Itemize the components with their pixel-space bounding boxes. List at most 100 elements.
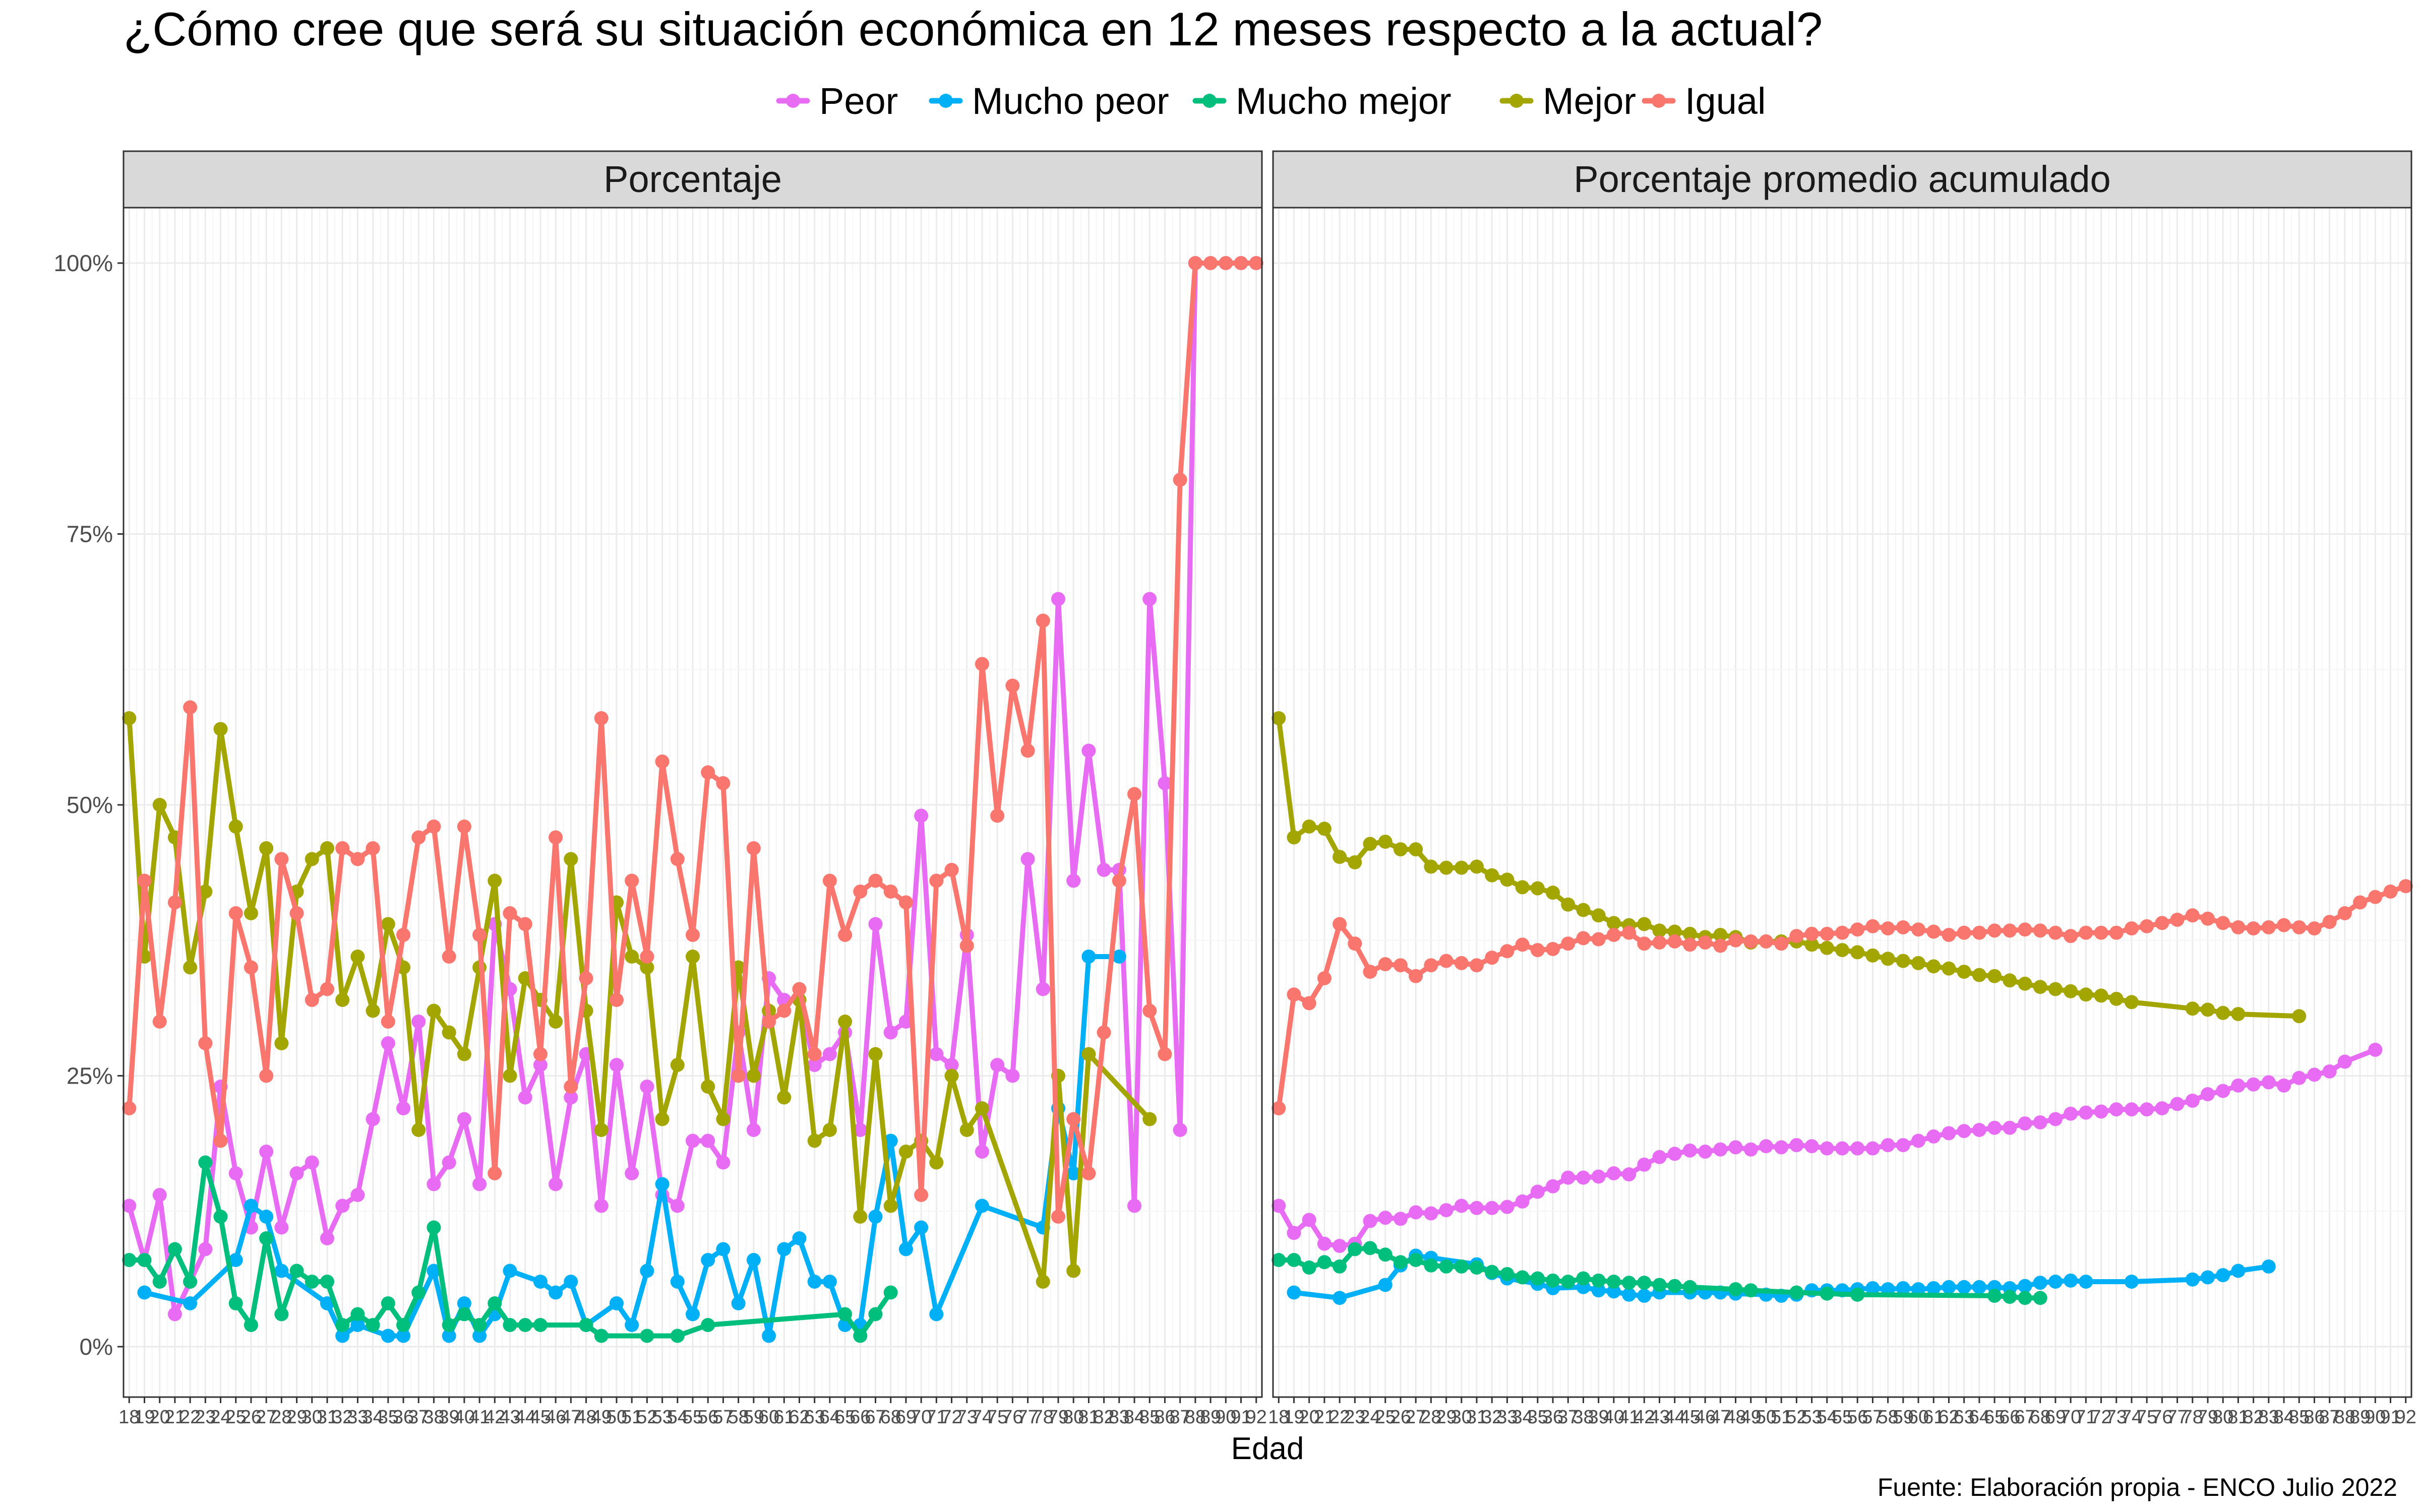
- data-point-igual: [396, 928, 411, 942]
- data-point-mucho-peor: [137, 1285, 152, 1300]
- data-point-peor: [807, 1058, 822, 1072]
- x-tick-label: 74: [2121, 1407, 2142, 1428]
- data-point-peor: [2216, 1084, 2230, 1098]
- data-point-igual: [1317, 971, 1332, 985]
- data-point-igual: [2398, 879, 2413, 894]
- data-point-mejor: [1942, 961, 1956, 976]
- data-point-mejor: [1393, 842, 1408, 857]
- x-tick-label: 40: [454, 1407, 475, 1428]
- x-tick-label: 28: [1420, 1407, 1441, 1428]
- data-point-igual: [1804, 926, 1819, 941]
- data-point-peor: [2261, 1075, 2276, 1090]
- x-tick-label: 91: [2380, 1407, 2401, 1428]
- data-point-mejor: [259, 841, 274, 855]
- data-point-mejor: [1682, 926, 1697, 941]
- data-point-igual: [1051, 1210, 1066, 1224]
- data-point-mejor: [2018, 976, 2032, 991]
- data-point-peor: [1485, 1201, 1499, 1215]
- data-point-mucho-peor: [1972, 1280, 1986, 1294]
- x-tick-label: 63: [1954, 1407, 1975, 1428]
- x-tick-label: 56: [697, 1407, 718, 1428]
- data-point-igual: [1957, 925, 1971, 940]
- data-point-igual: [2246, 921, 2261, 936]
- x-tick-label: 77: [2166, 1407, 2188, 1428]
- x-tick-label: 19: [1283, 1407, 1304, 1428]
- data-point-igual: [1515, 937, 1530, 952]
- data-point-peor: [1850, 1141, 1865, 1156]
- data-point-igual: [1393, 958, 1408, 973]
- data-point-mucho-mejor: [137, 1253, 152, 1267]
- y-tick-label: 100%: [53, 250, 113, 276]
- data-point-mejor: [305, 852, 319, 866]
- legend-label: Mucho peor: [972, 80, 1169, 122]
- data-point-mucho-peor: [2064, 1273, 2078, 1288]
- data-point-mejor: [1881, 952, 1895, 966]
- data-point-mejor: [2048, 982, 2063, 996]
- data-point-mucho-peor: [731, 1296, 746, 1310]
- data-point-peor: [883, 1025, 898, 1040]
- x-tick-label: 82: [2243, 1407, 2264, 1428]
- data-point-peor: [1942, 1126, 1956, 1141]
- data-point-mucho-mejor: [381, 1296, 395, 1310]
- data-point-mejor: [1066, 1264, 1081, 1278]
- data-point-peor: [411, 1015, 426, 1029]
- data-point-mucho-peor: [868, 1210, 883, 1224]
- data-point-igual: [2155, 916, 2169, 930]
- data-point-peor: [1317, 1236, 1332, 1251]
- data-point-igual: [640, 950, 654, 964]
- data-point-peor: [1546, 1179, 1560, 1193]
- data-point-peor: [1530, 1184, 1545, 1199]
- data-point-igual: [1219, 256, 1233, 270]
- data-point-mucho-mejor: [594, 1329, 609, 1343]
- data-point-peor: [2185, 1093, 2200, 1108]
- data-point-igual: [1987, 923, 2002, 938]
- data-point-igual: [594, 711, 609, 725]
- data-point-igual: [2277, 918, 2291, 932]
- legend-label: Peor: [819, 80, 898, 122]
- data-point-mucho-peor: [2201, 1270, 2215, 1285]
- data-point-peor: [1036, 982, 1050, 996]
- data-point-igual: [2140, 919, 2154, 933]
- x-tick-label: 53: [1801, 1407, 1822, 1428]
- data-point-mucho-mejor: [533, 1318, 548, 1332]
- data-point-mucho-peor: [1081, 950, 1096, 964]
- x-tick-label: 66: [1999, 1407, 2020, 1428]
- data-point-igual: [305, 993, 319, 1007]
- x-tick-label: 88: [1185, 1407, 1206, 1428]
- legend-item-mucho-mejor: Mucho mejor: [1192, 80, 1451, 122]
- data-point-mejor: [655, 1112, 670, 1126]
- x-tick-label: 80: [1063, 1407, 1084, 1428]
- series-line-mejor: [127, 716, 1153, 1284]
- data-point-mucho-mejor: [1287, 1253, 1301, 1267]
- data-point-peor: [1667, 1147, 1682, 1161]
- x-tick-label: 43: [1649, 1407, 1670, 1428]
- data-point-peor: [1698, 1145, 1713, 1159]
- x-tick-label: 53: [651, 1407, 673, 1428]
- data-point-igual: [716, 776, 731, 790]
- x-tick-label: 49: [1740, 1407, 1762, 1428]
- data-point-igual: [366, 841, 380, 855]
- data-point-mucho-peor: [1591, 1283, 1606, 1298]
- data-point-peor: [1158, 776, 1172, 790]
- x-tick-label: 41: [469, 1407, 490, 1428]
- data-point-peor: [1097, 863, 1111, 877]
- x-tick-label: 58: [728, 1407, 749, 1428]
- x-tick-label: 62: [789, 1407, 810, 1428]
- data-point-mejor: [1561, 897, 1576, 912]
- data-point-mucho-mejor: [1728, 1282, 1743, 1297]
- data-point-igual: [518, 917, 532, 931]
- data-point-igual: [1097, 1025, 1111, 1040]
- data-point-mejor: [1865, 948, 1880, 963]
- data-point-igual: [1789, 929, 1804, 943]
- data-point-igual: [2368, 890, 2383, 904]
- data-point-mucho-mejor: [1606, 1275, 1621, 1289]
- data-point-igual: [213, 1133, 228, 1148]
- data-point-peor: [1926, 1129, 1941, 1144]
- data-point-igual: [1911, 922, 1926, 937]
- data-point-mucho-peor: [228, 1253, 243, 1267]
- data-point-igual: [2216, 916, 2230, 930]
- data-point-mucho-mejor: [883, 1285, 898, 1300]
- x-tick-label: 59: [743, 1407, 764, 1428]
- x-tick-label: 27: [256, 1407, 277, 1428]
- data-point-mejor: [1546, 886, 1560, 900]
